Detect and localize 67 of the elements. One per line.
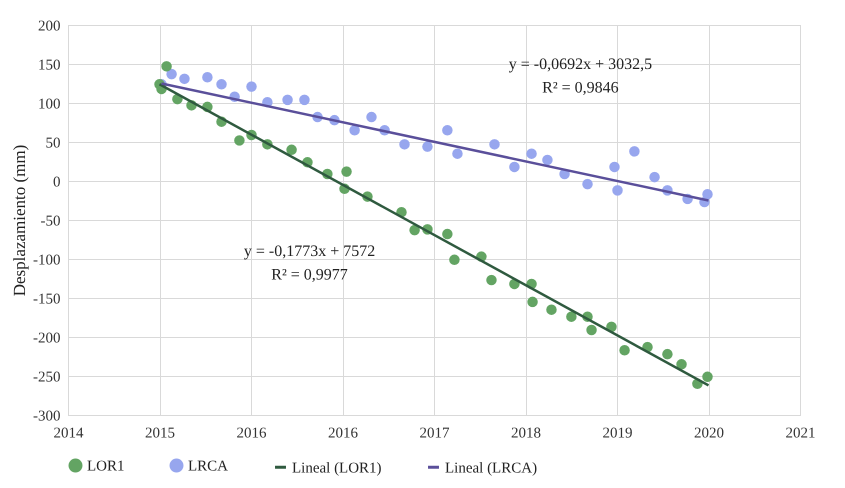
- point: [179, 74, 190, 84]
- x-tick-label: 2021: [786, 426, 816, 442]
- point: [542, 154, 553, 166]
- point: [609, 162, 620, 172]
- point: [409, 224, 420, 236]
- y-tick-label: -300: [33, 408, 60, 424]
- point: [399, 139, 410, 150]
- point: [566, 311, 577, 322]
- x-tick-label: 2019: [602, 426, 632, 442]
- annotation: y = -0,1773x + 7572: [244, 243, 376, 260]
- annotation: R² = 0,9846: [542, 79, 619, 96]
- y-tick-label: 200: [38, 18, 60, 34]
- y-tick-label: -200: [33, 330, 60, 346]
- y-tick-label: 50: [46, 136, 60, 152]
- point: [702, 372, 713, 382]
- point: [489, 139, 500, 150]
- point: [442, 228, 453, 240]
- point: [619, 345, 630, 356]
- point: [166, 68, 177, 80]
- point: [526, 148, 537, 159]
- point: [582, 178, 593, 190]
- y-tick-label: 150: [38, 58, 60, 74]
- y-tick-label: -100: [33, 252, 60, 268]
- legend-label: LRCA: [188, 458, 228, 475]
- point: [629, 146, 640, 157]
- x-tick-label: 2017: [420, 426, 450, 442]
- y-tick-label: -50: [40, 214, 60, 230]
- y-tick-label: 100: [38, 96, 60, 112]
- x-tick-label: 2015: [145, 426, 175, 442]
- x-tick-label: 2018: [511, 426, 541, 442]
- point: [676, 359, 687, 370]
- legend-label: LOR1: [87, 458, 124, 475]
- point: [246, 81, 257, 92]
- x-tick-label: 2014: [54, 426, 84, 442]
- point: [282, 94, 293, 106]
- x-tick-label: 2020: [694, 426, 724, 442]
- point: [452, 148, 463, 159]
- point: [161, 61, 172, 72]
- y-tick-label: 0: [53, 174, 60, 190]
- point: [586, 324, 597, 336]
- point: [422, 141, 433, 152]
- y-axis-title: Desplazamiento (mm): [10, 144, 30, 296]
- point: [449, 254, 460, 266]
- point: [486, 274, 497, 286]
- point: [299, 94, 310, 106]
- point: [509, 162, 520, 172]
- point: [662, 348, 673, 360]
- point: [612, 185, 623, 196]
- point: [442, 125, 453, 136]
- point: [366, 112, 377, 122]
- point: [349, 125, 360, 136]
- point: [546, 304, 557, 315]
- point: [286, 144, 297, 156]
- point: [216, 79, 227, 90]
- point: [527, 296, 538, 308]
- x-tick-label: 2016: [328, 426, 358, 442]
- y-tick-label: -150: [33, 292, 60, 308]
- point: [202, 72, 213, 82]
- legend-label: Lineal (LRCA): [445, 460, 538, 476]
- point: [649, 172, 660, 182]
- annotation: R² = 0,9977: [271, 266, 348, 284]
- y-tick-label: -250: [33, 370, 60, 386]
- point: [234, 135, 245, 146]
- annotation: y = -0,0692x + 3032,5: [508, 56, 652, 73]
- legend-label: Lineal (LOR1): [292, 460, 382, 476]
- x-tick-label: 2016: [236, 426, 267, 442]
- point: [341, 166, 352, 177]
